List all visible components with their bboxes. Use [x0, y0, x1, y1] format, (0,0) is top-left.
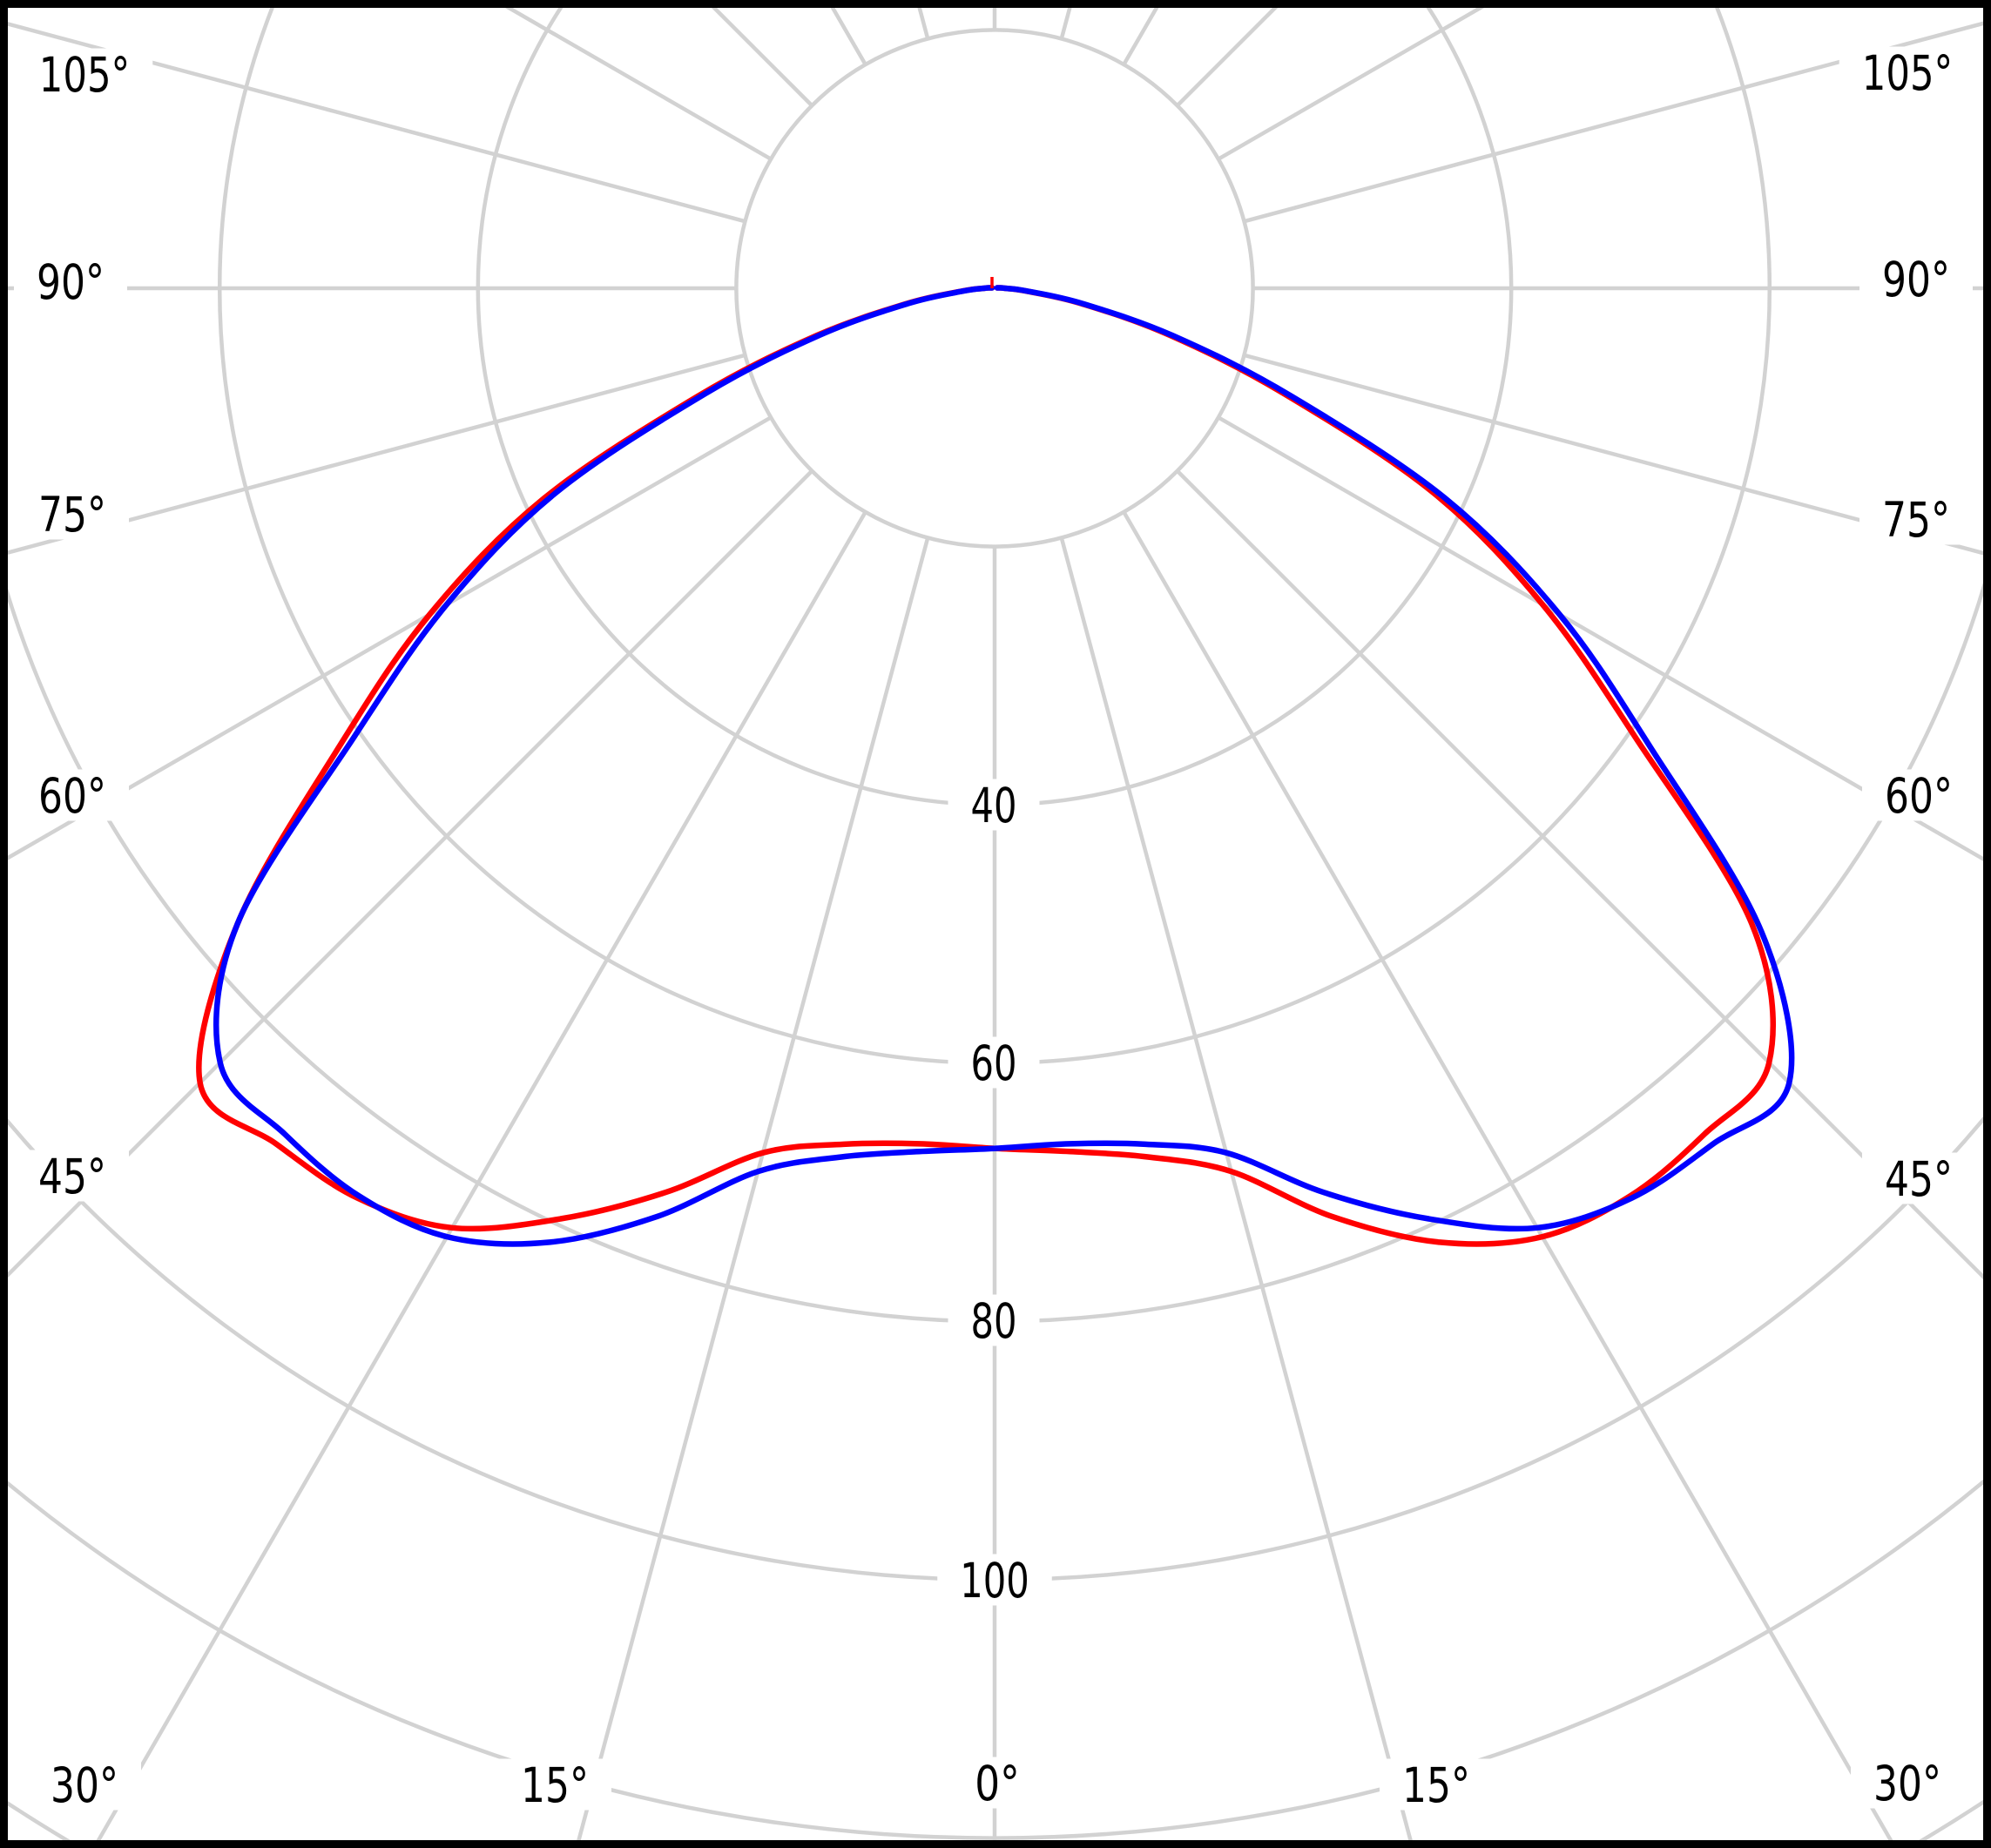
grid-ray	[8, 22, 746, 224]
grid-ray	[8, 353, 746, 555]
angle-tick-label: 60°	[1885, 768, 1953, 824]
angle-tick-label: 90°	[1882, 252, 1950, 307]
grid-ray	[1176, 469, 1983, 1280]
radial-tick-label-mask	[948, 779, 1040, 831]
angle-tick-label: 75°	[1882, 492, 1950, 548]
radial-tick-label-mask	[948, 1294, 1040, 1346]
angle-tick-label-mask	[1862, 1152, 1975, 1204]
angle-tick-label: 30°	[51, 1757, 118, 1813]
angle-tick-label-mask	[16, 769, 129, 821]
radial-tick-label: 80	[971, 1293, 1017, 1349]
angle-tick-label: 75°	[38, 487, 106, 543]
radial-tick-label: 60	[971, 1035, 1017, 1091]
angle-tick-label-mask	[952, 1757, 1043, 1809]
angle-tick-label-mask	[1851, 1757, 1964, 1809]
angle-tick-label-mask	[16, 488, 129, 540]
grid-ray	[1243, 353, 1983, 556]
angle-tick-label: 105°	[39, 47, 131, 103]
intensity-curves	[196, 285, 1795, 1247]
angle-tick-label-mask	[28, 1758, 141, 1811]
grid-ray	[1122, 510, 1893, 1840]
angle-tick-label-mask	[1839, 46, 1976, 98]
angle-tick-label-mask	[14, 255, 127, 307]
grid-ray	[96, 510, 867, 1840]
angle-tick-label-mask	[1380, 1758, 1493, 1811]
angle-tick-label: 45°	[1885, 1151, 1953, 1207]
angle-tick-label: 0°	[975, 1756, 1020, 1811]
angle-tick-label-mask	[1859, 253, 1973, 305]
angle-tick-label-mask	[16, 1150, 129, 1202]
angle-tick-label-mask	[1859, 493, 1973, 545]
radial-tick-label-mask	[948, 1036, 1040, 1089]
grid-ray	[1243, 21, 1983, 224]
angle-tick-label-mask	[16, 48, 153, 100]
angle-tick-label-mask	[498, 1758, 611, 1811]
angle-tick-label: 60°	[38, 768, 106, 824]
radial-tick-label-mask	[937, 1554, 1052, 1606]
axis-labels: 105° 90° 75° 60° 45° 105° 90° 75° 60° 45° 30° 15° 0°…	[14, 45, 1976, 1813]
angle-tick-label: 30°	[1873, 1756, 1941, 1811]
grid-ray	[577, 536, 930, 1840]
radial-tick-label: 100	[960, 1553, 1029, 1609]
grid-ray	[8, 469, 813, 1278]
angle-tick-label-mask	[1862, 769, 1975, 821]
angle-tick-label: 105°	[1862, 45, 1954, 101]
angle-tick-label: 15°	[1402, 1757, 1470, 1813]
grid-ray	[1059, 536, 1413, 1840]
angle-tick-label: 90°	[37, 254, 105, 310]
intensity-blue-curve	[213, 285, 1795, 1247]
angle-tick-label: 15°	[521, 1757, 589, 1813]
angle-tick-label: 45°	[38, 1149, 106, 1204]
radial-tick-label: 40	[971, 778, 1017, 833]
